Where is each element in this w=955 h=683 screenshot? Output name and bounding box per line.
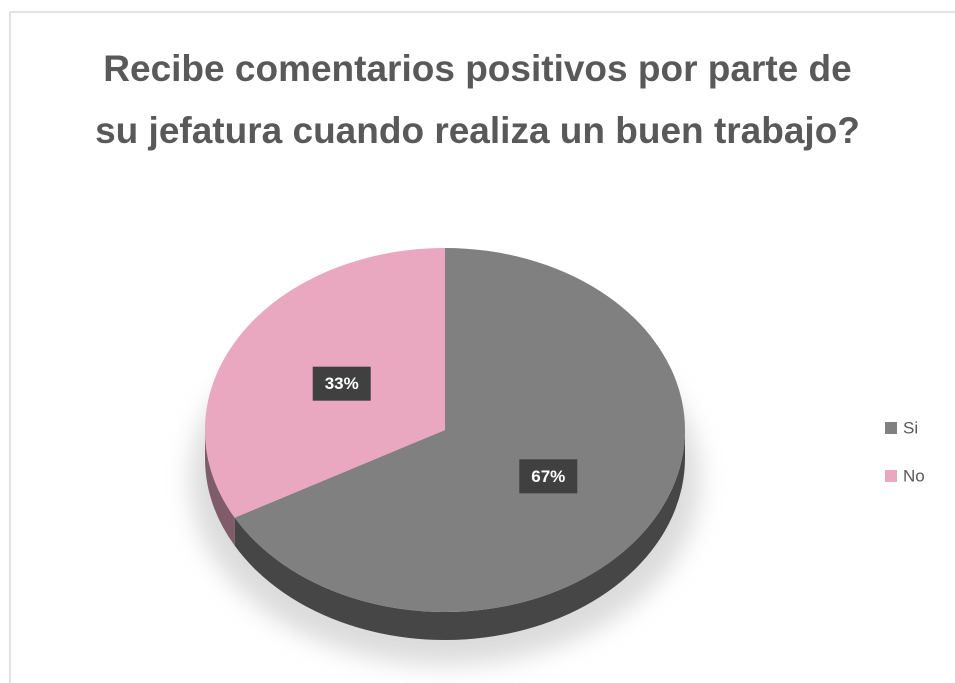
data-label-box: [519, 459, 578, 494]
data-label: 33%: [325, 374, 359, 393]
slice-side: [205, 430, 235, 546]
legend-label: No: [903, 466, 925, 485]
legend-label: Si: [903, 418, 918, 437]
slice-side: [234, 430, 685, 641]
slice: [234, 248, 685, 613]
legend-swatch: [885, 470, 897, 482]
chart-border: [9, 11, 955, 683]
data-label: 67%: [531, 467, 565, 486]
legend-swatch: [885, 422, 897, 434]
data-label-box: [312, 366, 371, 401]
chart-title: Recibe comentarios positivos por parte d…: [95, 48, 860, 151]
